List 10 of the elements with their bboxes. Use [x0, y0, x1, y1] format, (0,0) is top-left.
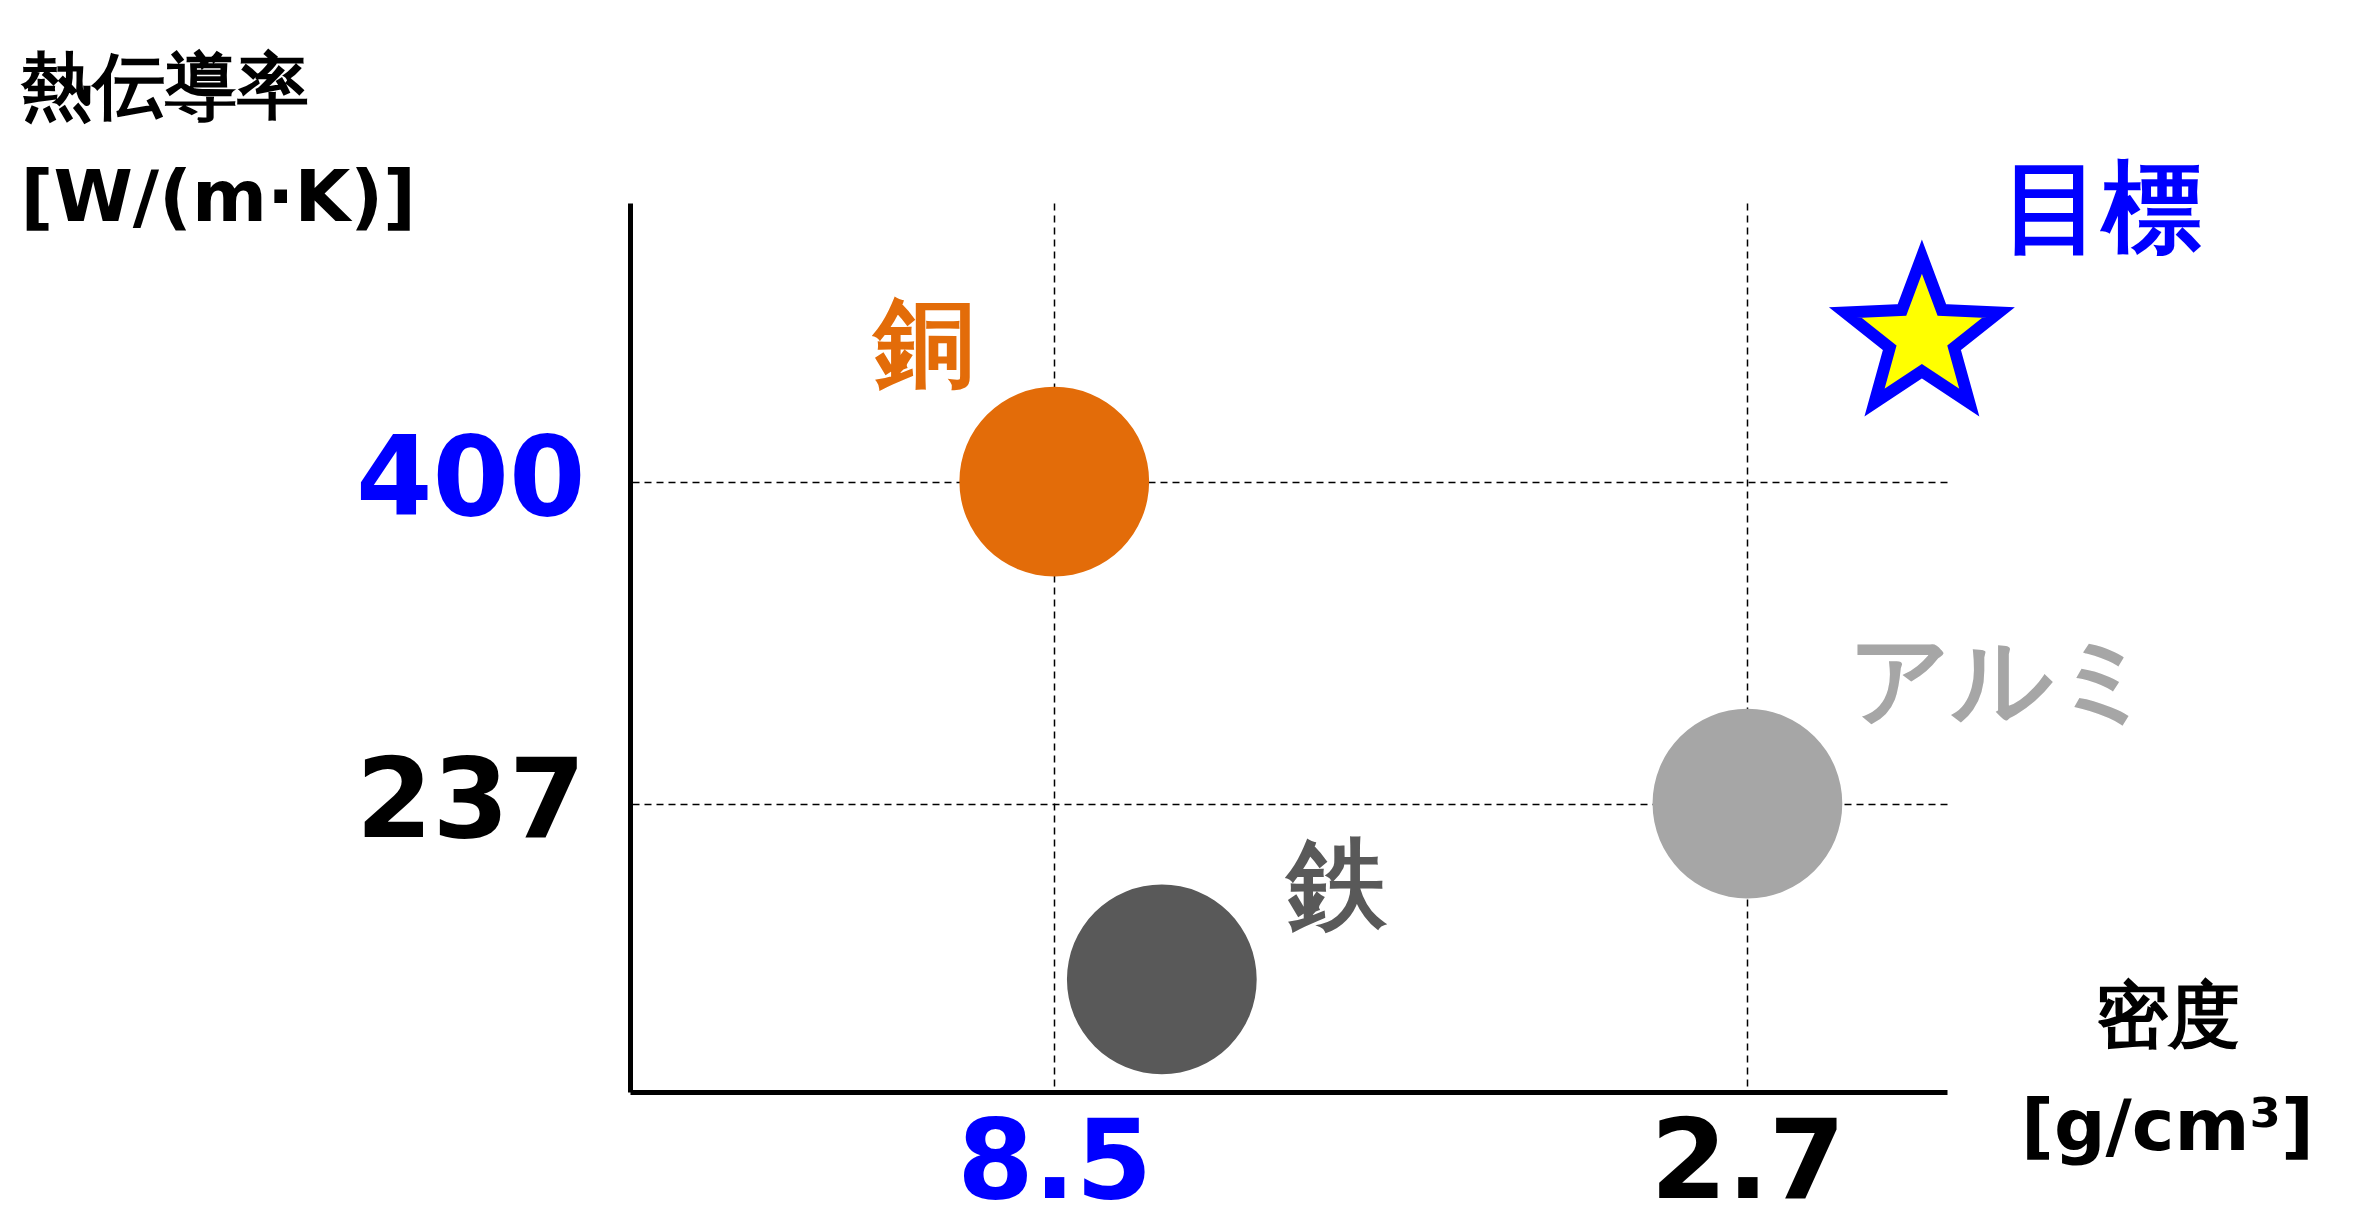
y-tick-label: 237 — [355, 735, 586, 864]
y-tick-label: 400 — [355, 413, 586, 542]
series-label: アルミ — [1849, 620, 2156, 738]
y-axis-title: 熱伝導率 [W/(m·K)] — [19, 43, 417, 238]
x-axis-title: 密度 [g/cm³] — [2021, 972, 2314, 1167]
x-tick-label: 8.5 — [957, 1095, 1153, 1224]
x-tick-label: 2.7 — [1650, 1095, 1846, 1224]
series-label: 目標 — [2001, 149, 2202, 267]
series-label: 銅 — [871, 283, 975, 401]
series-label: 鉄 — [1283, 826, 1388, 944]
